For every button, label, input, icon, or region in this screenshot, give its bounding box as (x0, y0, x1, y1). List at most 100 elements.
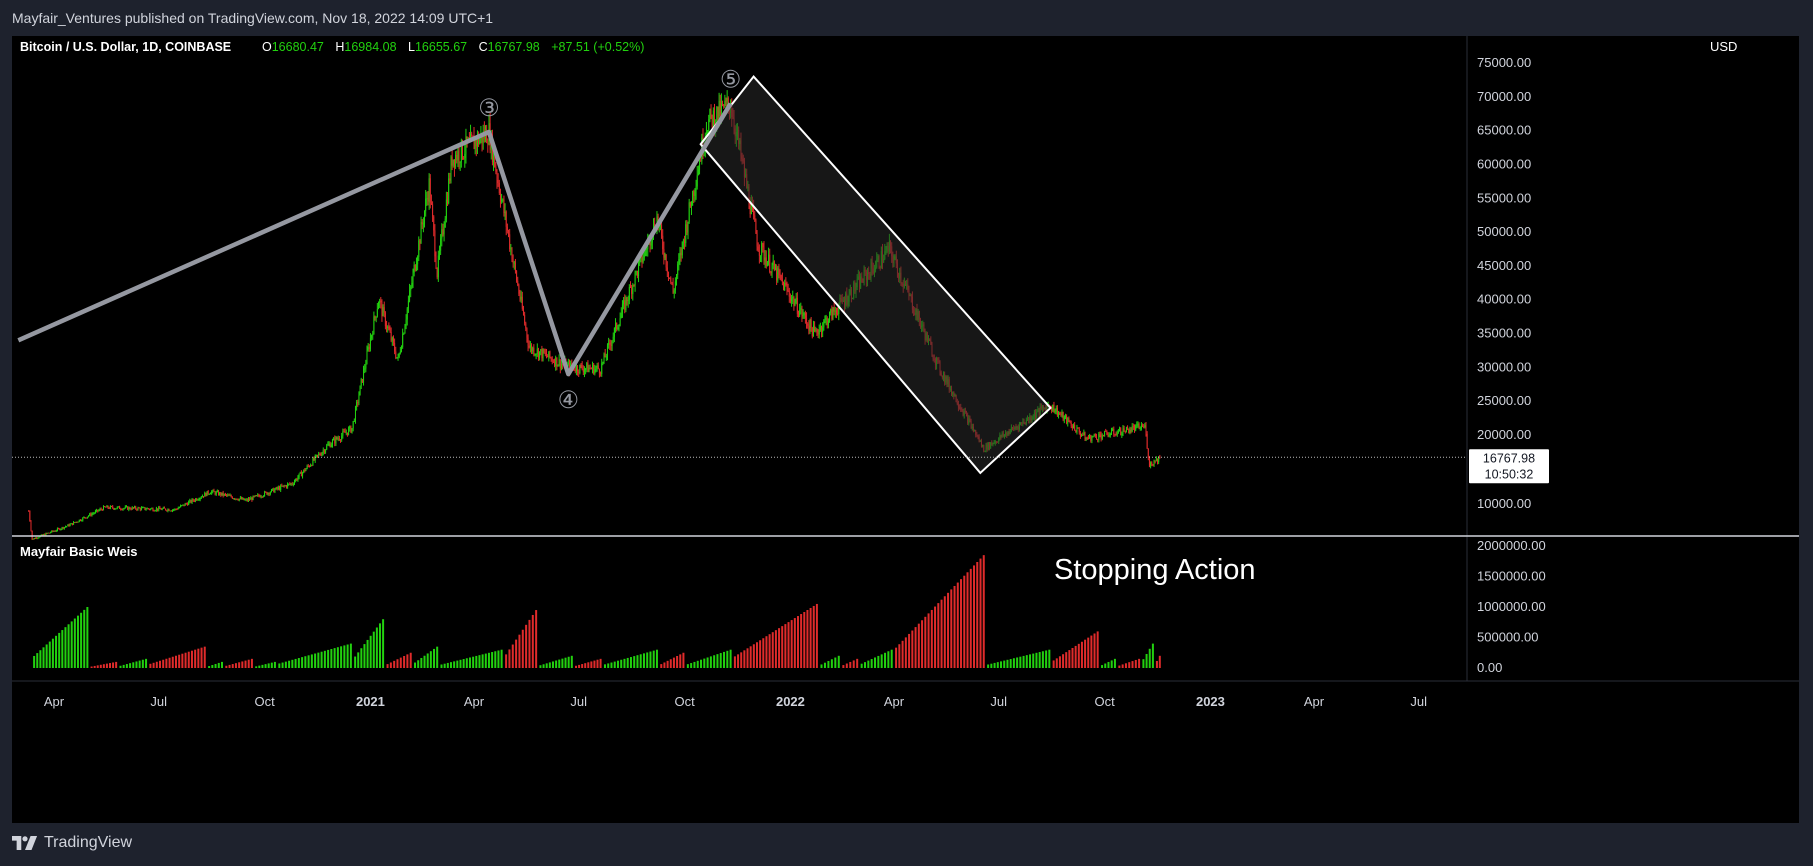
volume-bar (613, 661, 616, 668)
candle-body (223, 493, 225, 496)
volume-bar (1104, 663, 1107, 668)
volume-bar (273, 661, 276, 668)
candle-body (69, 524, 71, 527)
candle-body (758, 251, 760, 256)
candle-body (475, 139, 477, 147)
candle-body (170, 510, 172, 512)
candle-body (62, 527, 64, 529)
candle-body (778, 268, 780, 275)
volume-bar (1003, 660, 1006, 668)
candle-body (659, 225, 661, 227)
candle-body (440, 238, 442, 251)
candle-body (247, 498, 249, 501)
candle-body (585, 368, 587, 370)
candle-body (157, 508, 159, 511)
candle-body (107, 505, 109, 508)
candle-body (762, 243, 764, 248)
candle-body (401, 347, 403, 352)
descending-channel (699, 74, 1052, 475)
volume-bar (993, 662, 996, 668)
candle-body (669, 277, 671, 279)
volume-bar (834, 657, 837, 668)
candle-body (86, 516, 88, 518)
chart-container[interactable]: ③ ④ ⑤ 75000.00 70000.00 65000.00 60000.00 5500… (12, 36, 1799, 823)
candle-body (615, 322, 617, 329)
volume-bar (317, 652, 320, 668)
candle-body (71, 523, 73, 525)
candle-body (1138, 423, 1140, 429)
candle-body (1073, 425, 1075, 429)
candle-body (837, 313, 839, 315)
footer[interactable]: TradingView (12, 834, 132, 852)
footer-brand[interactable]: TradingView (44, 834, 133, 851)
volume-bar (1096, 631, 1099, 668)
candle-body (395, 351, 397, 358)
candle-body (465, 136, 467, 155)
candle-body (720, 103, 722, 117)
volume-bar (478, 655, 481, 668)
candle-body (711, 114, 713, 128)
price-chart[interactable]: ③ ④ ⑤ 75000.00 70000.00 65000.00 60000.00 5500… (12, 36, 1799, 823)
candle-body (129, 507, 131, 510)
candle-body (1132, 426, 1134, 428)
candle-body (674, 281, 676, 291)
volume-bar (145, 658, 148, 668)
candle-body (307, 465, 309, 467)
volume-bar (719, 653, 722, 668)
volume-tick-label: 1500000.00 (1477, 569, 1546, 584)
candle-body (602, 361, 604, 364)
volume-bar (539, 665, 542, 668)
volume-bar (349, 643, 352, 668)
candle-body (1096, 436, 1098, 440)
candle-body (350, 426, 352, 433)
candle-body (76, 521, 78, 523)
candle-body (442, 229, 444, 235)
candle-body (433, 216, 435, 231)
volume-bar (481, 654, 484, 668)
volume-bar (291, 659, 294, 668)
candle-body (1124, 431, 1126, 433)
candle-body (63, 527, 65, 529)
candle-body (342, 431, 344, 436)
candle-body (580, 364, 582, 366)
volume-bar (214, 663, 217, 668)
candle-body (106, 505, 108, 508)
candle-body (333, 438, 335, 441)
volume-bar (646, 652, 649, 668)
candle-body (428, 178, 430, 202)
candle-body (369, 338, 371, 349)
candle-body (688, 202, 690, 222)
candle-body (755, 220, 757, 234)
candle-body (404, 325, 406, 334)
candle-body (1094, 434, 1096, 437)
volume-bar (200, 647, 203, 668)
candle-body (616, 322, 618, 330)
candle-body (1066, 415, 1068, 424)
candle-body (520, 296, 522, 300)
candle-body (111, 506, 113, 508)
candle-body (799, 310, 801, 315)
candle-body (458, 150, 460, 162)
symbol-label: Bitcoin / U.S. Dollar, 1D, COINBASE (20, 40, 231, 54)
volume-bar (33, 655, 36, 668)
candle-body (131, 507, 133, 510)
volume-bar (304, 656, 307, 668)
candle-body (801, 307, 803, 317)
candle-body (147, 508, 149, 510)
tradingview-logo-icon[interactable] (12, 836, 38, 850)
candle-body (478, 135, 480, 144)
candle-body (835, 310, 837, 314)
volume-bar (803, 612, 806, 668)
candle-body (479, 138, 481, 144)
candle-body (224, 493, 226, 495)
time-tick-label: Oct (254, 694, 275, 709)
volume-bar (587, 662, 590, 668)
candle-body (533, 347, 535, 355)
candle-body (457, 150, 459, 161)
change-value: +87.51 (+0.52%) (551, 40, 644, 54)
candle-body (822, 327, 824, 332)
candle-body (143, 507, 145, 509)
candle-body (513, 262, 515, 264)
volume-bar (340, 646, 343, 668)
candle-body (100, 508, 102, 510)
